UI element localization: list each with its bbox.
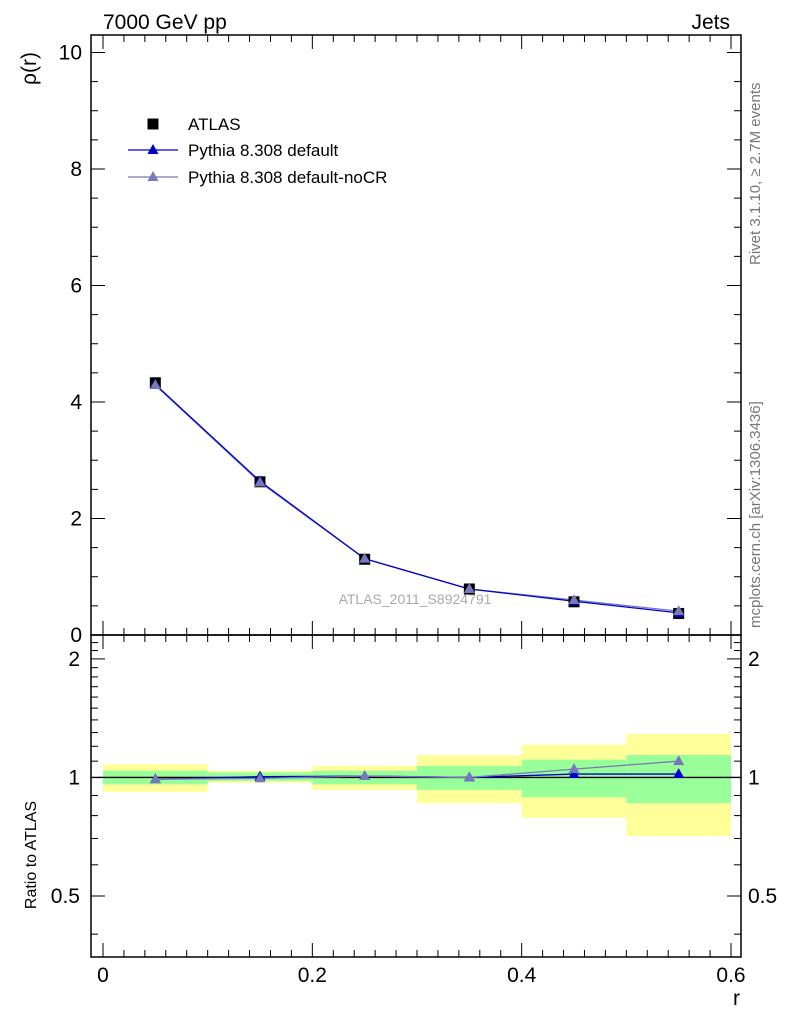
pythia-data-point xyxy=(463,583,475,593)
main-series-line xyxy=(154,384,679,614)
legend: ATLAS Pythia 8.308 default Pythia 8.308 de… xyxy=(128,115,387,187)
ratio-series-line xyxy=(155,760,679,780)
ratio-data-point xyxy=(568,763,580,774)
main-y-tick-label: 2 xyxy=(70,507,82,530)
header-left-label: 7000 GeV pp xyxy=(103,11,227,34)
ratio-data-point xyxy=(673,755,685,766)
ratio-data-point xyxy=(463,771,475,782)
ratio-y-tick-label-right: 2 xyxy=(748,648,760,671)
ratio-data-point xyxy=(673,768,685,779)
ratio-y-tick-label-left: 0.5 xyxy=(51,885,80,908)
pythia-data-point xyxy=(673,605,685,616)
x-axis-label: r xyxy=(733,987,740,1010)
ratio-y-tick-label-right: 1 xyxy=(748,766,760,789)
header-right-label: Jets xyxy=(691,11,730,34)
ratio-data-point xyxy=(359,770,371,781)
pythia-data-point xyxy=(149,379,161,390)
legend-label: Pythia 8.308 default xyxy=(188,141,339,160)
x-tick-label: 0.2 xyxy=(298,964,327,987)
ratio-y-tick-label-right: 0.5 xyxy=(748,885,777,908)
legend-marker-atlas xyxy=(147,118,159,130)
main-y-axis-label: ρ(r) xyxy=(18,52,41,85)
ratio-y-tick-label-left: 2 xyxy=(68,648,80,671)
analysis-label: ATLAS_2011_S8924791 xyxy=(339,591,492,607)
x-tick-label: 0.4 xyxy=(507,964,537,987)
legend-label: ATLAS xyxy=(188,115,241,134)
x-tick-label: 0 xyxy=(97,964,109,987)
ratio-y-axis-label: Ratio to ATLAS xyxy=(23,801,40,909)
ratio-data-point xyxy=(568,768,580,779)
plot-frames xyxy=(90,34,742,958)
main-y-tick-label: 0 xyxy=(70,624,82,647)
x-tick-label: 0.6 xyxy=(716,964,745,987)
main-series-line xyxy=(154,384,679,612)
main-y-tick-label: 6 xyxy=(70,274,82,297)
main-y-tick-label: 4 xyxy=(70,391,82,414)
mcplots-label: mcplots.cern.ch [arXiv:1306.3436] xyxy=(747,401,764,628)
ratio-uncertainty-bands xyxy=(91,733,741,837)
legend-marker-pythia xyxy=(147,144,159,154)
pythia-data-point xyxy=(254,476,266,487)
ratio-data-point xyxy=(149,773,161,784)
ratio-data-point xyxy=(254,772,266,783)
data-series xyxy=(149,377,685,784)
rivet-version-label: Rivet 3.1.10, ≥ 2.7M events xyxy=(747,83,764,266)
ratio-plot-frame xyxy=(90,634,742,958)
legend-marker-pythia xyxy=(147,171,159,181)
ratio-y-tick-label-left: 1 xyxy=(68,766,80,789)
pythia-data-point xyxy=(359,552,371,563)
main-y-tick-label: 8 xyxy=(70,158,82,181)
main-y-tick-label: 10 xyxy=(59,41,82,64)
pythia-data-point xyxy=(568,594,580,605)
legend-label: Pythia 8.308 default-noCR xyxy=(188,168,387,187)
